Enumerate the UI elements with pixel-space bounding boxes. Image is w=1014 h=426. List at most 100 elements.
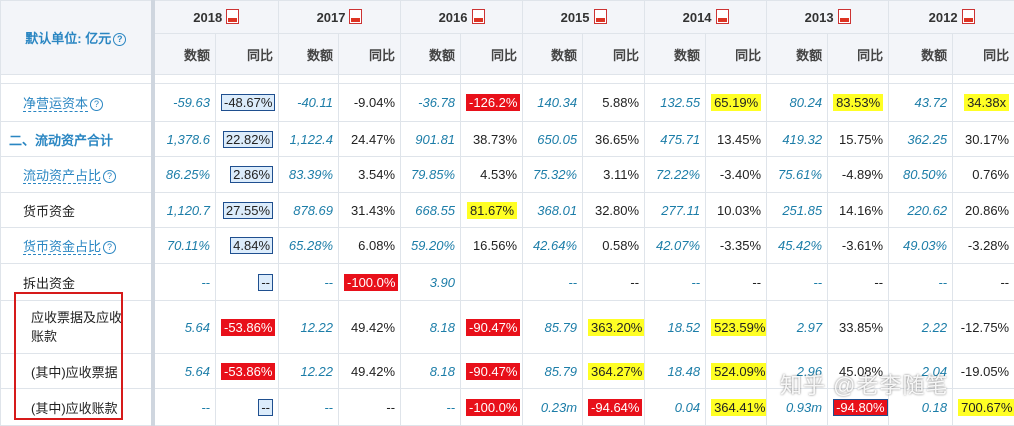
pdf-icon[interactable]: [472, 9, 485, 24]
row-label: 应收票据及应收账款: [1, 301, 153, 354]
yoy-cell: -90.47%: [461, 354, 523, 389]
year-header[interactable]: 2013: [767, 1, 889, 34]
pdf-icon[interactable]: [594, 9, 607, 24]
help-icon[interactable]: ?: [90, 98, 103, 111]
yoy-cell: 700.67%: [953, 389, 1014, 426]
amount-cell: 0.93m: [767, 389, 828, 426]
yoy-cell: -53.86%: [216, 354, 279, 389]
amount-cell: 475.71: [645, 122, 706, 157]
yoy-cell: 363.20%: [583, 301, 645, 354]
yoy-cell: -90.47%: [461, 301, 523, 354]
row-label: (其中)应收票据: [1, 354, 153, 389]
yoy-cell: 33.85%: [828, 301, 889, 354]
amount-header: 数额: [401, 34, 461, 75]
amount-cell: 65.28%: [279, 228, 339, 264]
table-row: 净营运资本?-59.63-48.67%-40.11-9.04%-36.78-12…: [1, 84, 1014, 122]
amount-cell: 80.50%: [889, 157, 953, 193]
yoy-cell: 10.03%: [706, 193, 767, 228]
year-label: 2017: [317, 10, 346, 25]
amount-cell: 75.32%: [523, 157, 583, 193]
yoy-badge: 34.38x: [964, 94, 1009, 111]
yoy-cell: 2.86%: [216, 157, 279, 193]
row-label-text: 拆出资金: [23, 276, 75, 291]
amount-cell: 1,378.6: [153, 122, 216, 157]
yoy-badge: -94.64%: [588, 399, 642, 416]
row-label[interactable]: 净营运资本?: [1, 84, 153, 122]
row-label-text: 二、流动资产合计: [9, 133, 113, 148]
yoy-header: 同比: [216, 34, 279, 75]
yoy-header: 同比: [828, 34, 889, 75]
yoy-cell: 364.27%: [583, 354, 645, 389]
yoy-header: 同比: [339, 34, 401, 75]
row-label[interactable]: 货币资金占比?: [1, 228, 153, 264]
pdf-icon[interactable]: [349, 9, 362, 24]
amount-cell: --: [279, 264, 339, 301]
amount-cell: 12.22: [279, 354, 339, 389]
table-row: 货币资金占比?70.11%4.84%65.28%6.08%59.20%16.56…: [1, 228, 1014, 264]
unit-label[interactable]: 默认单位: 亿元?: [1, 1, 153, 75]
pdf-icon[interactable]: [838, 9, 851, 24]
yoy-cell: 15.75%: [828, 122, 889, 157]
pdf-icon[interactable]: [226, 9, 239, 24]
yoy-header: 同比: [953, 34, 1014, 75]
yoy-badge: 700.67%: [958, 399, 1014, 416]
year-label: 2016: [439, 10, 468, 25]
amount-cell: 901.81: [401, 122, 461, 157]
amount-cell: 18.52: [645, 301, 706, 354]
amount-header: 数额: [153, 34, 216, 75]
help-icon[interactable]: ?: [113, 33, 126, 46]
help-icon[interactable]: ?: [103, 170, 116, 183]
yoy-cell: -3.40%: [706, 157, 767, 193]
yoy-cell: 83.53%: [828, 84, 889, 122]
year-header[interactable]: 2018: [153, 1, 279, 34]
amount-cell: 1,122.4: [279, 122, 339, 157]
amount-header: 数额: [645, 34, 706, 75]
pdf-icon[interactable]: [962, 9, 975, 24]
yoy-badge: 4.84%: [230, 237, 273, 254]
yoy-cell: 13.45%: [706, 122, 767, 157]
unit-label-text: 默认单位: 亿元: [25, 31, 111, 46]
year-header[interactable]: 2012: [889, 1, 1014, 34]
row-label: 货币资金: [1, 193, 153, 228]
amount-cell: 5.64: [153, 354, 216, 389]
amount-cell: 86.25%: [153, 157, 216, 193]
amount-cell: 0.18: [889, 389, 953, 426]
table-row: 流动资产占比?86.25%2.86%83.39%3.54%79.85%4.53%…: [1, 157, 1014, 193]
yoy-cell: 45.08%: [828, 354, 889, 389]
amount-cell: 2.04: [889, 354, 953, 389]
yoy-badge: -53.86%: [221, 319, 275, 336]
yoy-badge: -100.0%: [344, 274, 398, 291]
yoy-cell: --: [583, 264, 645, 301]
yoy-cell: 0.76%: [953, 157, 1014, 193]
yoy-cell: -19.05%: [953, 354, 1014, 389]
yoy-badge: -100.0%: [466, 399, 520, 416]
pdf-icon[interactable]: [716, 9, 729, 24]
amount-cell: 43.72: [889, 84, 953, 122]
amount-cell: --: [401, 389, 461, 426]
yoy-badge: 523.59%: [711, 319, 767, 336]
yoy-header: 同比: [706, 34, 767, 75]
year-header[interactable]: 2016: [401, 1, 523, 34]
row-label[interactable]: 流动资产占比?: [1, 157, 153, 193]
yoy-cell: 36.65%: [583, 122, 645, 157]
row-label-text: (其中)应收票据: [31, 365, 118, 380]
yoy-cell: -100.0%: [461, 389, 523, 426]
yoy-cell: 5.88%: [583, 84, 645, 122]
yoy-badge: 2.86%: [230, 166, 273, 183]
yoy-cell: -4.89%: [828, 157, 889, 193]
year-header[interactable]: 2014: [645, 1, 767, 34]
amount-cell: 72.22%: [645, 157, 706, 193]
row-label-text: 货币资金: [23, 204, 75, 219]
yoy-cell: -12.75%: [953, 301, 1014, 354]
table-row: (其中)应收账款-----------100.0%0.23m-94.64%0.0…: [1, 389, 1014, 426]
help-icon[interactable]: ?: [103, 241, 116, 254]
amount-cell: --: [767, 264, 828, 301]
amount-cell: 277.11: [645, 193, 706, 228]
yoy-cell: -9.04%: [339, 84, 401, 122]
year-header[interactable]: 2017: [279, 1, 401, 34]
year-header[interactable]: 2015: [523, 1, 645, 34]
yoy-cell: 27.55%: [216, 193, 279, 228]
